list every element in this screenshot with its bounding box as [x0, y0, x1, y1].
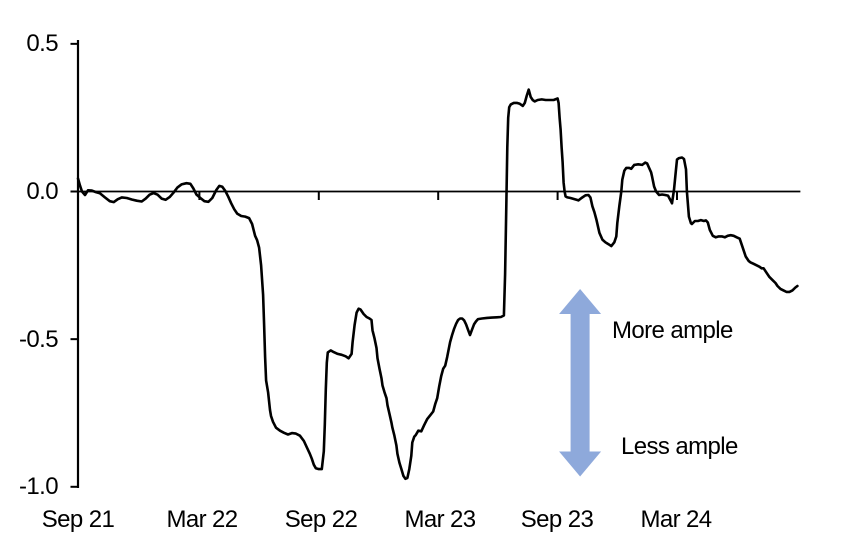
- x-tick-label-sep22: Sep 22: [284, 506, 358, 533]
- y-tick-label-0: 0.5: [26, 30, 58, 57]
- annotation-more-ample: More ample: [612, 317, 733, 344]
- x-tick-label-mar24: Mar 24: [640, 506, 712, 533]
- ampleness-range-arrow: [559, 288, 602, 477]
- y-tick-label-2: -0.5: [19, 326, 59, 353]
- annotation-less-ample: Less ample: [621, 433, 738, 460]
- series-line: [76, 88, 799, 481]
- y-tick-label-1: 0.0: [26, 178, 58, 205]
- x-tick-label-sep23: Sep 23: [520, 506, 594, 533]
- y-tick-label-3: -1.0: [19, 473, 59, 500]
- x-tick-label-mar23: Mar 23: [404, 506, 476, 533]
- x-tick-label-mar22: Mar 22: [166, 506, 238, 533]
- x-tick-label-sep21: Sep 21: [41, 506, 115, 533]
